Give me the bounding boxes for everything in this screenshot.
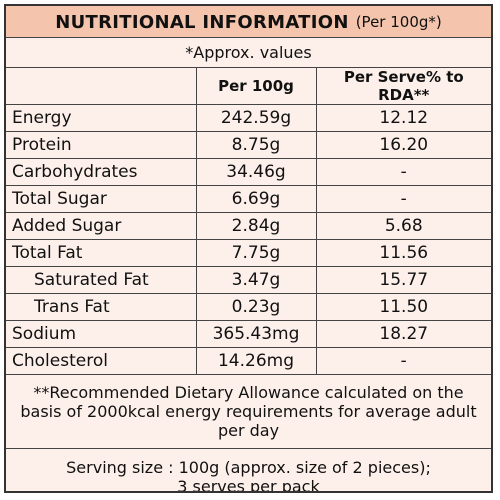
column-header-rda: Per Serve% to RDA** [315, 68, 491, 105]
nutrient-name: Added Sugar [6, 212, 197, 240]
per-100g-value: 6.69g [195, 185, 317, 213]
table-row: Energy 242.59g 12.12 [6, 104, 491, 132]
per-100g-value: 14.26mg [195, 347, 317, 375]
nutrient-name: Protein [6, 131, 197, 159]
table-row: Saturated Fat 3.47g 15.77 [6, 266, 491, 294]
per-100g-value: 365.43mg [195, 320, 317, 348]
panel-title: NUTRITIONAL INFORMATION [55, 11, 349, 33]
nutrient-name: Carbohydrates [6, 158, 197, 186]
per-100g-value: 3.47g [195, 266, 317, 294]
table-row: Trans Fat 0.23g 11.50 [6, 293, 491, 321]
nutrient-name: Trans Fat [6, 293, 197, 321]
table-row: Added Sugar 2.84g 5.68 [6, 212, 491, 240]
per-100g-value: 8.75g [195, 131, 317, 159]
table-row: Protein 8.75g 16.20 [6, 131, 491, 159]
rda-value: - [315, 347, 491, 375]
column-header-nutrient [6, 68, 197, 105]
nutrient-name: Total Fat [6, 239, 197, 267]
per-100g-value: 7.75g [195, 239, 317, 267]
rda-value: 5.68 [315, 212, 491, 240]
approx-values-note: *Approx. values [6, 38, 491, 68]
nutrition-panel: NUTRITIONAL INFORMATION (Per 100g*) *App… [4, 4, 493, 493]
rda-value: - [315, 185, 491, 213]
nutrient-name: Saturated Fat [6, 266, 197, 294]
serves-per-pack-text: 3 serves per pack [177, 477, 320, 493]
title-bar: NUTRITIONAL INFORMATION (Per 100g*) [6, 6, 491, 38]
rda-value: 12.12 [315, 104, 491, 132]
panel-title-unit: (Per 100g*) [355, 13, 442, 31]
rda-value: 16.20 [315, 131, 491, 159]
per-100g-value: 242.59g [195, 104, 317, 132]
table-row: Total Sugar 6.69g - [6, 185, 491, 213]
nutrition-table: Per 100g Per Serve% to RDA** Energy 242.… [6, 68, 491, 375]
table-row: Total Fat 7.75g 11.56 [6, 239, 491, 267]
rda-value: 15.77 [315, 266, 491, 294]
nutrient-name: Energy [6, 104, 197, 132]
table-row: Sodium 365.43mg 18.27 [6, 320, 491, 348]
column-header-per-100g: Per 100g [195, 68, 317, 105]
rda-footnote: **Recommended Dietary Allowance calculat… [6, 375, 491, 449]
per-100g-value: 2.84g [195, 212, 317, 240]
rda-value: 11.50 [315, 293, 491, 321]
nutrient-name: Cholesterol [6, 347, 197, 375]
rda-value: - [315, 158, 491, 186]
table-header-row: Per 100g Per Serve% to RDA** [6, 68, 491, 105]
rda-value: 11.56 [315, 239, 491, 267]
nutrient-name: Sodium [6, 320, 197, 348]
rda-value: 18.27 [315, 320, 491, 348]
nutrient-name: Total Sugar [6, 185, 197, 213]
per-100g-value: 0.23g [195, 293, 317, 321]
serving-size-text: Serving size : 100g (approx. size of 2 p… [66, 458, 431, 477]
serving-info: Serving size : 100g (approx. size of 2 p… [6, 449, 491, 493]
per-100g-value: 34.46g [195, 158, 317, 186]
table-row: Carbohydrates 34.46g - [6, 158, 491, 186]
table-row: Cholesterol 14.26mg - [6, 347, 491, 375]
